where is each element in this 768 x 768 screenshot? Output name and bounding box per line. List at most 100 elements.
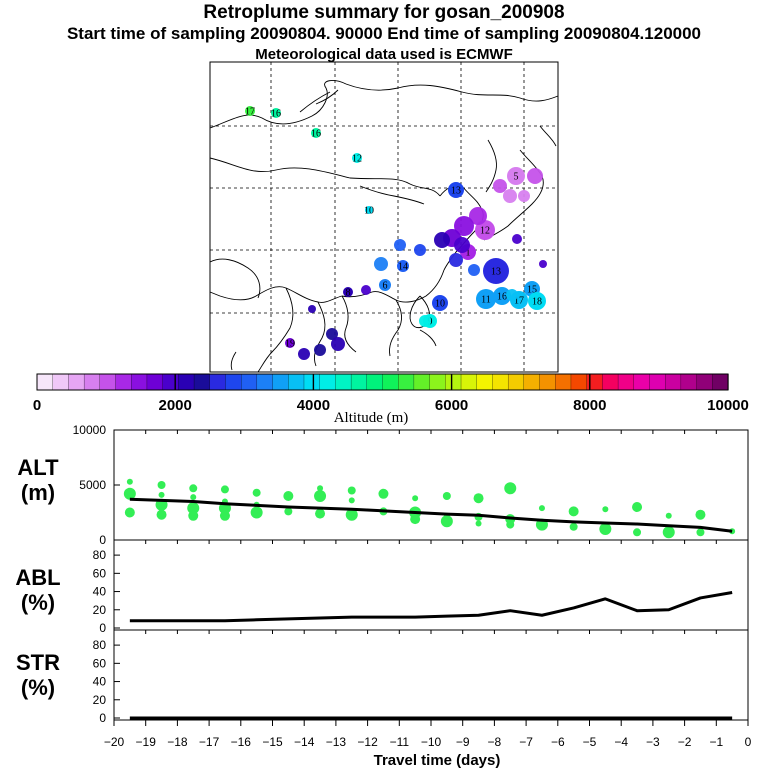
x-tick-label: −1 — [709, 735, 723, 749]
map: 1716161210136111413101615171891258119 — [209, 61, 559, 373]
chart-title: Retroplume summary for gosan_200908 — [203, 2, 565, 23]
y-tick-label: 0 — [99, 621, 106, 635]
map-point — [454, 216, 474, 236]
colorbar-tick-label: 2000 — [159, 397, 192, 414]
map-point — [245, 106, 255, 116]
colorbar-cell — [696, 373, 713, 391]
colorbar-cell — [193, 373, 211, 391]
colorbar-tick-label: 0 — [33, 397, 41, 414]
x-axis-label: Travel time (days) — [374, 752, 501, 768]
map-point — [539, 260, 547, 268]
colorbar-cell — [303, 373, 321, 391]
map-point-label: 10 — [435, 299, 445, 310]
colorbar-cell — [209, 373, 227, 391]
str-panel-label: STR — [16, 650, 60, 675]
altitude-scatter-point — [378, 488, 389, 499]
colorbar-cell — [602, 373, 619, 391]
map-point-label: 16 — [271, 109, 281, 120]
colorbar-cell — [319, 373, 337, 391]
altitude-scatter-point — [156, 509, 167, 520]
map-point — [414, 244, 426, 256]
altitude-scatter-point — [475, 520, 482, 527]
colorbar-cell — [178, 373, 195, 391]
map-point-label: 16 — [497, 292, 507, 303]
colorbar-cell — [350, 373, 368, 391]
altitude-scatter-point — [665, 512, 672, 519]
altitude-scatter-point — [347, 486, 356, 495]
colorbar-cell — [99, 373, 117, 391]
x-tick-label: 0 — [745, 735, 752, 749]
colorbar-cell — [382, 373, 399, 391]
y-tick-label: 20 — [93, 603, 107, 617]
altitude-scatter-point — [568, 506, 579, 517]
map-point-label: 1 — [466, 248, 471, 259]
met-data-line: Meteorological data used is ECMWF — [255, 46, 513, 63]
abl-panel: 0 20 40 60 80 — [93, 539, 749, 635]
colorbar-cell — [665, 373, 682, 391]
y-tick-label: 0 — [99, 711, 106, 725]
altitude-scatter-point — [538, 505, 545, 512]
y-tick-label: 40 — [93, 675, 107, 689]
colorbar-cell — [476, 373, 494, 391]
altitude-scatter-point — [473, 493, 484, 504]
map-trajectory-points: 1716161210136111413101615171891258119 — [245, 106, 547, 360]
altitude-scatter-point — [317, 485, 324, 492]
alt-panel-unit: (m) — [21, 480, 55, 505]
map-point — [419, 315, 431, 327]
map-point-label: 6 — [383, 281, 388, 292]
colorbar-cell — [507, 373, 525, 391]
altitude-scatter-point — [187, 502, 200, 515]
colorbar-cell — [131, 373, 148, 391]
x-tick-label: −16 — [231, 735, 252, 749]
y-tick-label: 60 — [93, 656, 107, 670]
altitude-scatter-point — [284, 507, 293, 516]
x-tick-label: −2 — [678, 735, 692, 749]
alt-series-line — [129, 497, 733, 533]
str-panel-unit: (%) — [21, 675, 55, 700]
x-tick-label: −7 — [519, 735, 533, 749]
colorbar-cell — [633, 373, 651, 391]
altitude-scatter-point — [569, 522, 578, 531]
colorbar-cell — [115, 373, 132, 391]
altitude-scatter-point — [599, 523, 612, 535]
colorbar-cell — [555, 373, 572, 391]
altitude-scatter-point — [123, 487, 136, 500]
map-point — [493, 287, 511, 305]
map-point-label: 19 — [285, 339, 295, 350]
map-point-label: 14 — [398, 262, 408, 273]
map-point — [449, 253, 463, 267]
y-tick-label: 60 — [93, 566, 107, 580]
colorbar-tick-label: 4000 — [297, 397, 330, 414]
altitude-scatter-point — [124, 507, 135, 518]
map-point — [374, 257, 388, 271]
colorbar-cell — [492, 373, 509, 391]
colorbar-cell — [272, 373, 289, 391]
colorbar-cell — [335, 373, 352, 391]
colorbar-label: Altitude (m) — [334, 410, 409, 426]
map-point — [394, 239, 406, 251]
altitude-scatter-point — [632, 502, 643, 512]
colorbar-cell — [712, 373, 729, 391]
map-point-label: 15 — [527, 285, 537, 296]
altitude-scatter-point — [188, 510, 199, 521]
colorbar-cell — [256, 373, 274, 391]
altitude-scatter-point — [506, 520, 515, 529]
colorbar-cell — [68, 373, 85, 391]
map-point-label: 17 — [245, 107, 255, 118]
altitude-scatter-point — [348, 497, 355, 504]
y-tick-label: 80 — [93, 638, 107, 652]
y-tick-label: 10000 — [73, 423, 107, 437]
colorbar-cells — [36, 373, 729, 391]
map-point — [432, 295, 448, 311]
map-point — [352, 153, 362, 163]
colorbar-cell — [225, 373, 242, 391]
altitude-scatter-point — [250, 506, 263, 519]
map-frame — [209, 61, 559, 373]
map-point — [454, 237, 470, 253]
map-point-label: 5 — [514, 172, 519, 183]
map-point — [311, 128, 321, 138]
colorbar-cell — [570, 373, 588, 391]
altitude-scatter-point — [157, 481, 166, 489]
map-point — [308, 305, 316, 313]
